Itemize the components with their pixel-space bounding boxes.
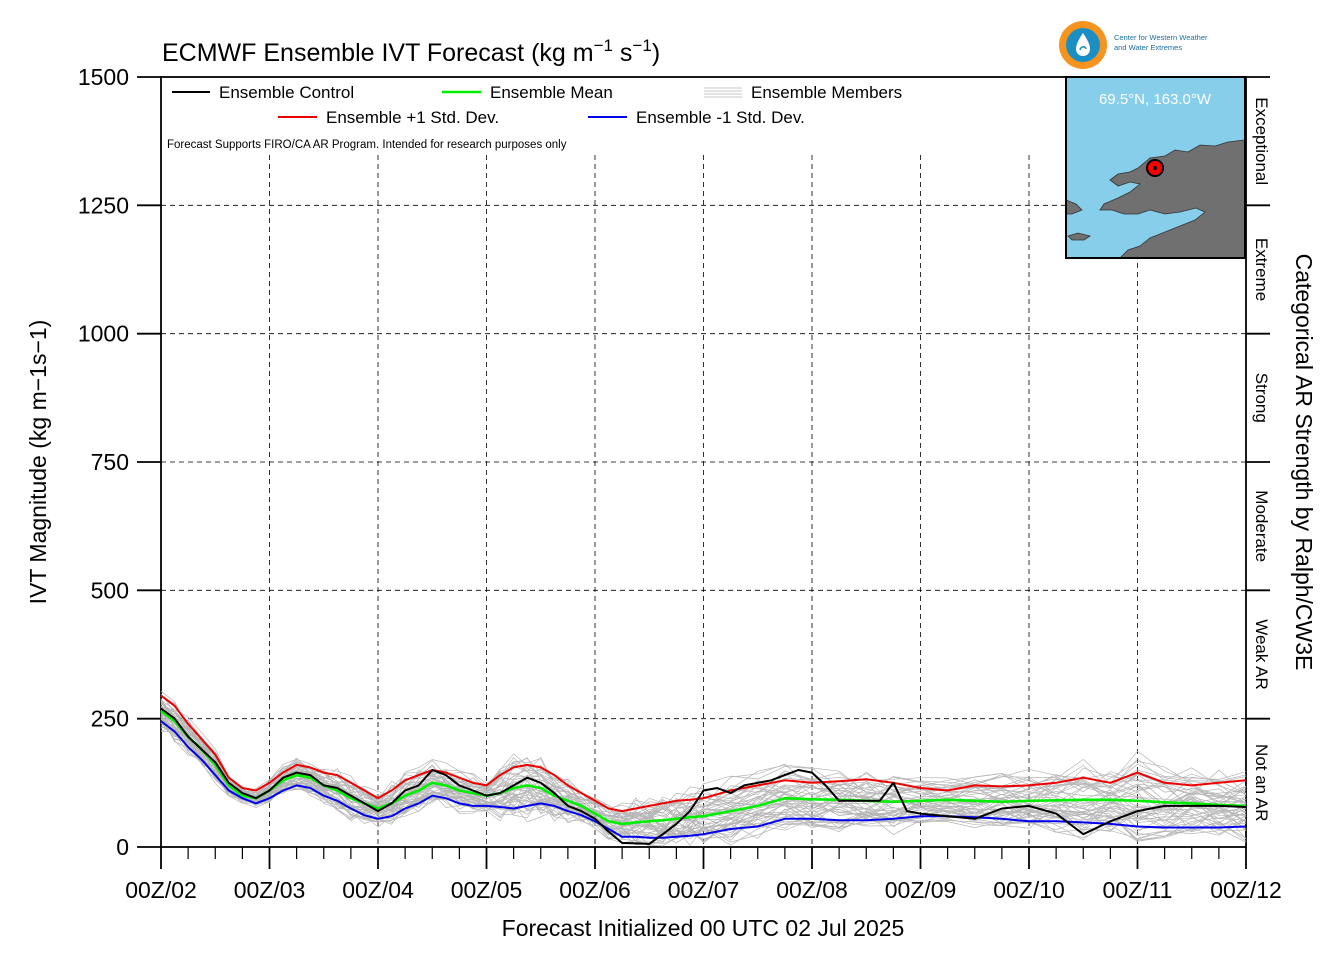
ensemble-member-line [160, 713, 1247, 830]
legend-label-plus-sd: Ensemble +1 Std. Dev. [326, 108, 499, 127]
inset-land-main [1099, 139, 1246, 259]
category-axis-title: Categorical AR Strength by Ralph/CW3E [1291, 254, 1317, 671]
y-axis-title: IVT Magnitude (kg m−1s−1) [25, 320, 51, 605]
x-tick-label: 00Z/06 [559, 877, 631, 903]
logo-org-line-2: and Water Extremes [1114, 43, 1182, 52]
series-ensemble-1-std-dev [160, 720, 1247, 839]
y-tick-label: 500 [91, 577, 129, 603]
ensemble-member-line [160, 707, 1247, 819]
y-tick-label: 1500 [78, 64, 129, 90]
inset-border [1065, 76, 1246, 259]
chart-title: ECMWF Ensemble IVT Forecast (kg m−1 s−1) [162, 36, 660, 67]
x-axis-title: Forecast Initialized 00 UTC 02 Jul 2025 [502, 915, 905, 941]
legend-label-minus-sd: Ensemble -1 Std. Dev. [636, 108, 805, 127]
category-axis: Not an AR Weak AR Moderate Strong Extreme Exc… [1246, 76, 1271, 822]
x-tick-label: 00Z/03 [234, 877, 306, 903]
category-label: Weak AR [1252, 619, 1271, 690]
y-tick-label: 0 [116, 834, 129, 860]
x-axis: 00Z/02 00Z/03 00Z/04 00Z/05 00Z/06 00Z/07 00Z/… [125, 847, 1282, 903]
x-tick-label: 00Z/11 [1103, 877, 1173, 903]
y-axis: 0 250 500 750 1000 1250 1500 [78, 64, 161, 860]
category-label: Strong [1252, 373, 1271, 423]
category-label: Moderate [1252, 490, 1271, 562]
ensemble-member-line [160, 693, 1247, 821]
x-tick-label: 00Z/09 [885, 877, 957, 903]
y-tick-label: 750 [91, 449, 129, 475]
x-tick-label: 00Z/07 [668, 877, 740, 903]
y-tick-label: 1250 [78, 192, 129, 218]
drop-icon-swirl [1079, 46, 1087, 51]
series-lines [160, 694, 1247, 845]
legend-label-members: Ensemble Members [751, 83, 902, 102]
grid [161, 155, 1246, 847]
ensemble-member-line [160, 726, 1247, 843]
cw3e-logo: Center for Western Weather and Water Ext… [1059, 21, 1208, 69]
category-label: Extreme [1252, 238, 1271, 301]
x-tick-label: 00Z/08 [776, 877, 848, 903]
legend-swatch-members [704, 87, 742, 98]
x-tick-label: 00Z/04 [342, 877, 414, 903]
inset-location: 69.5°N, 163.0°W [1099, 91, 1212, 108]
legend-label-control: Ensemble Control [219, 83, 354, 102]
ensemble-member-line [160, 699, 1247, 813]
logo-org-line-1: Center for Western Weather [1114, 33, 1208, 42]
ensemble-member-line [160, 708, 1247, 837]
ensemble-member-line [160, 705, 1247, 820]
x-tick-label: 00Z/12 [1210, 877, 1282, 903]
y-tick-label: 1000 [78, 321, 129, 347]
ensemble-member-line [160, 727, 1247, 846]
series-ensemble-1-std-dev [160, 694, 1247, 813]
category-label: Exceptional [1252, 97, 1271, 185]
ensemble-member-line [160, 711, 1247, 819]
inset-map: 69.5°N, 163.0°W [1065, 76, 1246, 259]
x-tick-label: 00Z/05 [451, 877, 523, 903]
y-tick-label: 250 [91, 706, 129, 732]
inset-land-island [1067, 232, 1091, 241]
series-ensemble-control [160, 707, 1247, 845]
x-tick-label: 00Z/10 [993, 877, 1065, 903]
drop-icon [1076, 33, 1090, 56]
legend-label-mean: Ensemble Mean [490, 83, 613, 102]
series-ensemble-mean [160, 709, 1247, 826]
x-tick-label: 00Z/02 [125, 877, 197, 903]
research-note: Forecast Supports FIRO/CA AR Program. In… [167, 139, 567, 151]
ensemble-member-line [160, 700, 1247, 822]
location-marker-center [1153, 166, 1157, 170]
legend: Ensemble Control Ensemble Mean Ensemble … [167, 83, 902, 151]
category-label: Not an AR [1252, 744, 1271, 822]
